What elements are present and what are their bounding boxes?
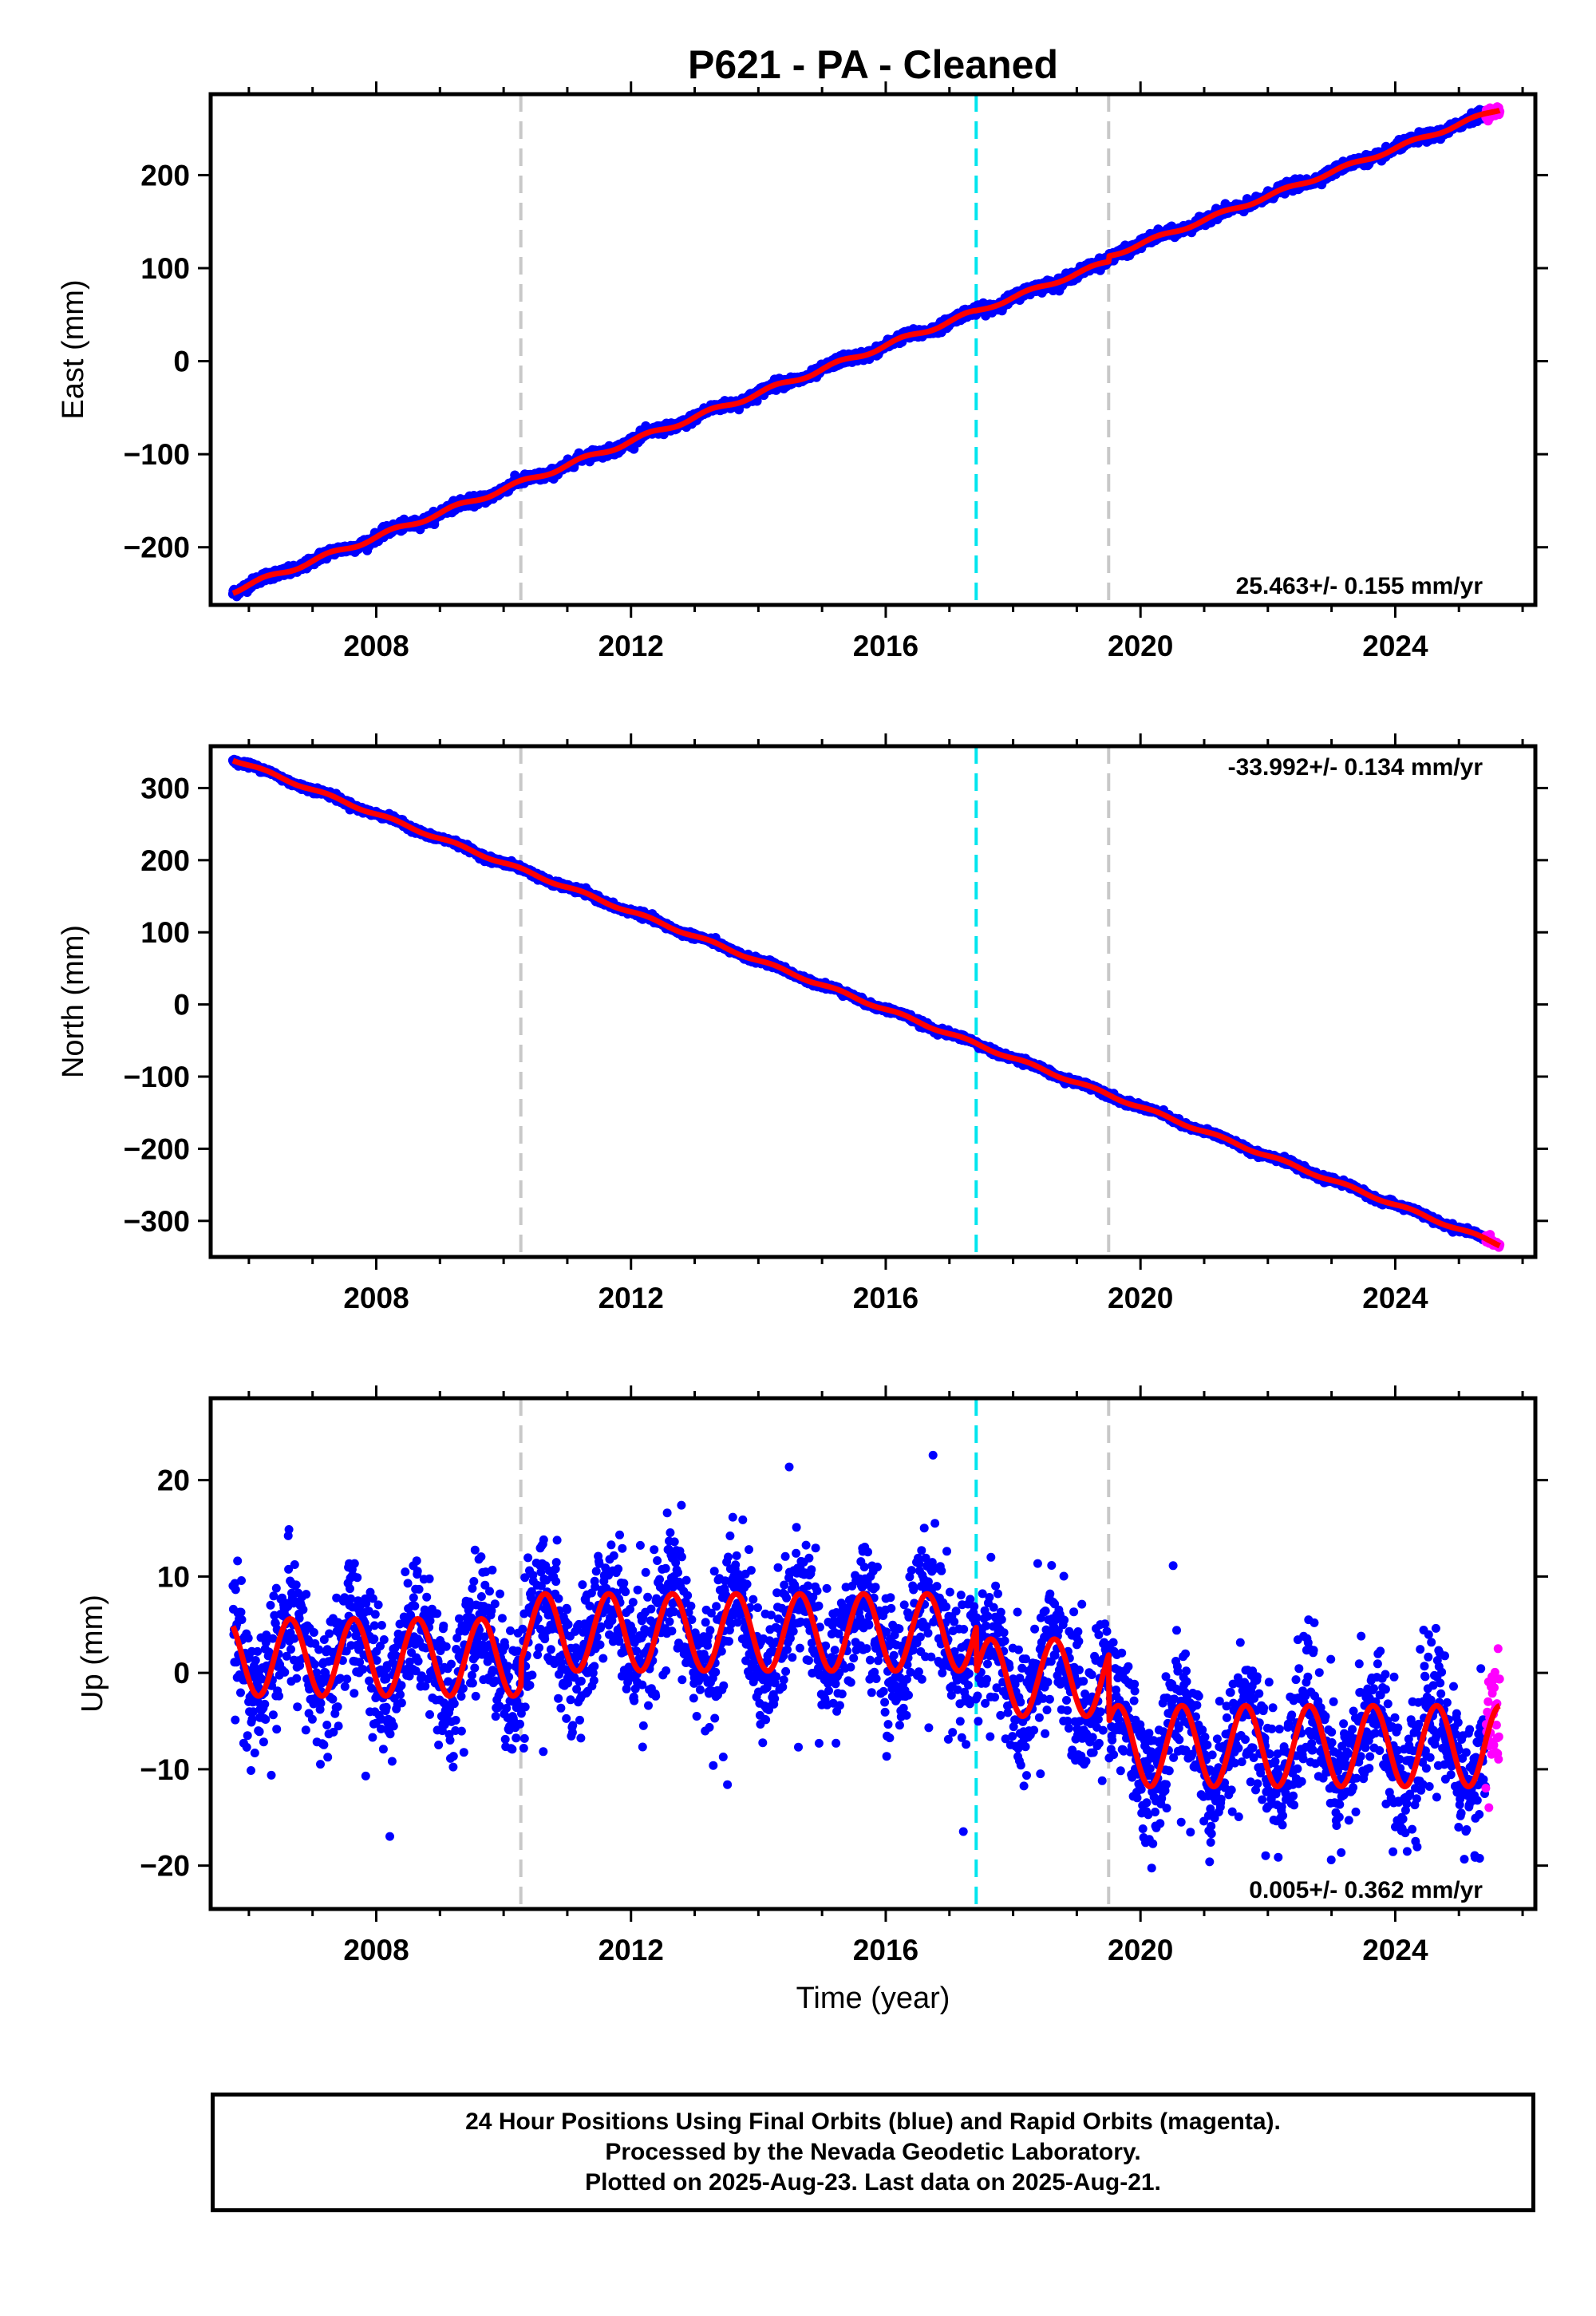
y-axis-label: East (mm) (57, 279, 90, 419)
east-panel: 2008 2012 2016 2020 2024 −200 −100 0 100 200 East … (57, 81, 1548, 662)
y-tick-label: 100 (140, 252, 190, 285)
x-tick-label: 2020 (1108, 630, 1173, 662)
y-tick-label: 0 (173, 346, 190, 378)
x-tick-label: 2016 (853, 630, 918, 662)
velocity-label: 25.463+/- 0.155 mm/yr (1236, 573, 1483, 599)
x-tick-label: 2012 (598, 630, 664, 662)
y-tick-label: −200 (124, 532, 190, 564)
north-panel: 2008 2012 2016 2020 2024−300−200−10001002003… (57, 733, 1548, 1314)
x-tick-label: 2024 (1362, 630, 1428, 662)
x-tick-label: 2008 (343, 630, 409, 662)
data-points (227, 102, 1505, 602)
y-tick-label: −100 (124, 438, 190, 471)
figure-title: P621 - PA - Cleaned (688, 42, 1058, 87)
y-tick-label: 200 (140, 159, 190, 192)
